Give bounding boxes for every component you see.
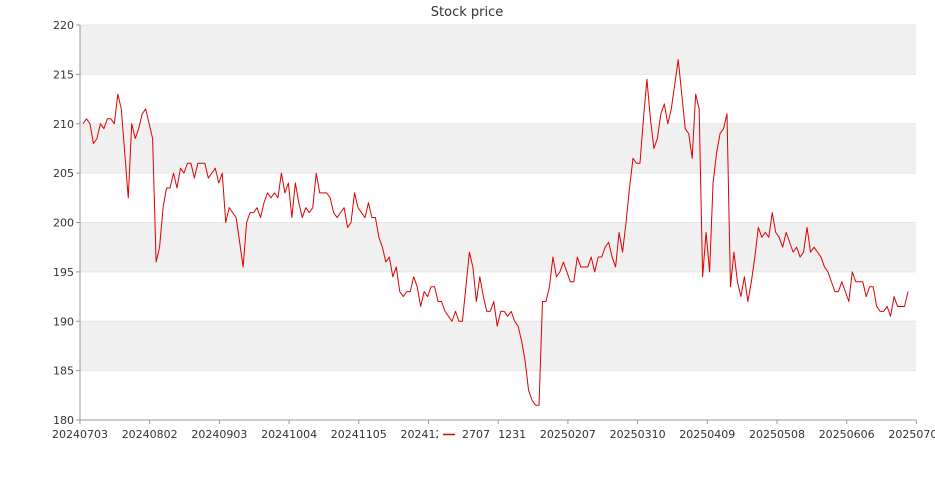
grid-band: [80, 123, 916, 174]
y-tick-label: 185: [53, 365, 74, 378]
y-tick-label: 180: [53, 414, 74, 427]
y-axis-ticks: 180 185 190 195 200 205 210 215 220: [53, 19, 80, 427]
y-tick-label: 210: [53, 118, 74, 131]
x-tick-label: 20250310: [610, 428, 666, 441]
y-tick-label: 195: [53, 266, 74, 279]
grid-band: [80, 25, 916, 75]
y-tick-label: 200: [53, 217, 74, 230]
x-tick-label: 20250606: [819, 428, 875, 441]
y-tick-label: 220: [53, 19, 74, 32]
legend-label: 2707: [462, 428, 490, 441]
x-tick-label: 20250704: [888, 428, 935, 441]
y-tick-label: 205: [53, 167, 74, 180]
legend: 2707: [438, 425, 498, 443]
grid-band: [80, 321, 916, 371]
grid-bands: [80, 25, 916, 371]
x-tick-label: 20250508: [749, 428, 805, 441]
chart-title: Stock price: [431, 5, 503, 20]
x-tick-label: 20240703: [52, 428, 108, 441]
series-line-2707: [82, 59, 909, 406]
x-tick-label: 20240802: [122, 428, 178, 441]
grid-band: [80, 222, 916, 272]
x-tick-label: 20250409: [679, 428, 735, 441]
x-tick-label: 20240903: [191, 428, 247, 441]
legend-box: [438, 425, 498, 443]
x-tick-label: 20241004: [261, 428, 317, 441]
x-tick-label: 20250207: [540, 428, 596, 441]
y-tick-label: 215: [53, 68, 74, 81]
x-tick-label: 20241105: [331, 428, 387, 441]
y-tick-label: 190: [53, 315, 74, 328]
series-lines: [82, 59, 909, 406]
